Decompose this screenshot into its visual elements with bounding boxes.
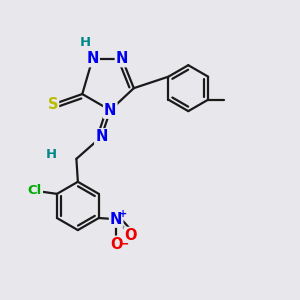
Text: S: S <box>48 97 58 112</box>
Text: +: + <box>118 209 127 219</box>
Text: −: − <box>119 238 130 251</box>
Text: N: N <box>95 129 108 144</box>
Text: H: H <box>80 36 91 49</box>
Text: Cl: Cl <box>28 184 42 197</box>
Text: N: N <box>116 51 128 66</box>
Text: H: H <box>46 148 57 161</box>
Text: N: N <box>110 212 122 227</box>
Text: O: O <box>124 228 137 243</box>
Text: O: O <box>110 237 122 252</box>
Text: N: N <box>104 103 116 118</box>
Text: N: N <box>86 51 99 66</box>
